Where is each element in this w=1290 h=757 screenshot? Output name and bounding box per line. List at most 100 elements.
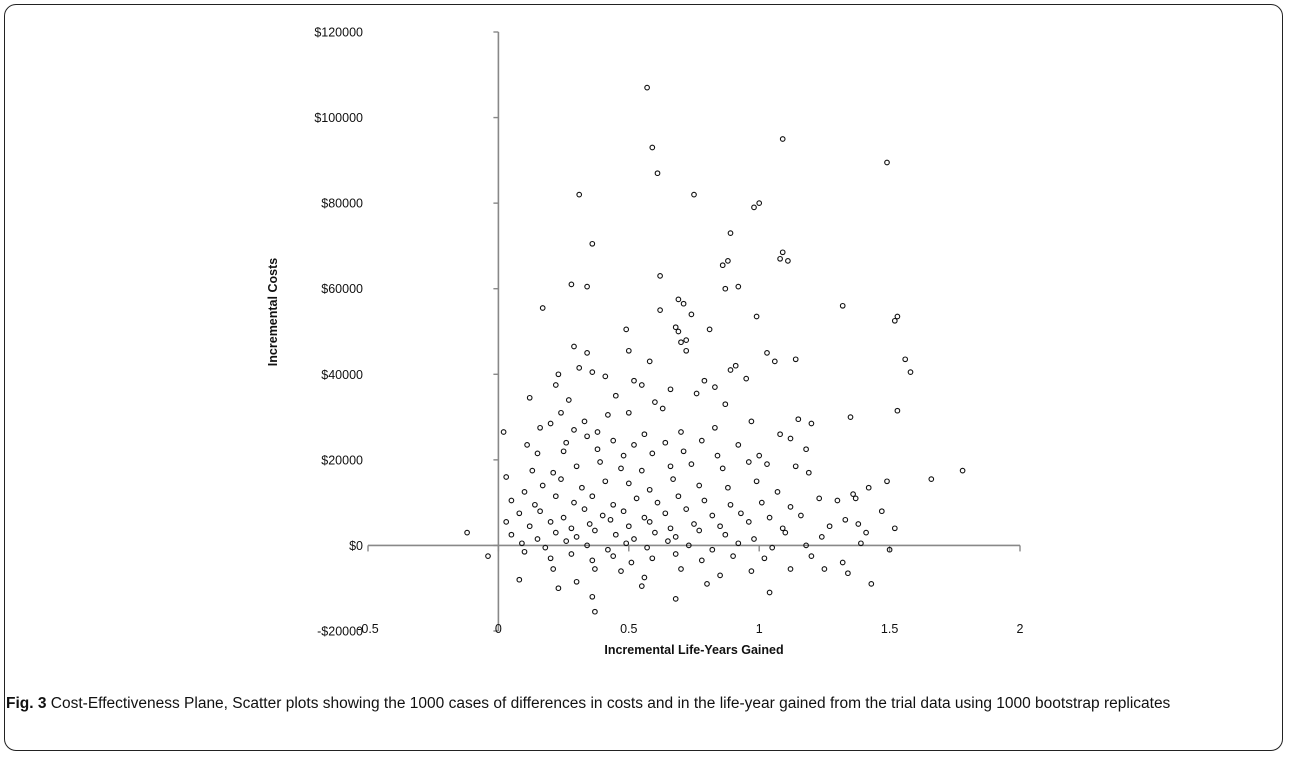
data-point	[719, 465, 726, 472]
data-point	[605, 546, 611, 553]
data-point	[568, 551, 575, 557]
data-point	[638, 467, 645, 474]
data-point	[516, 510, 523, 517]
data-point	[584, 542, 590, 549]
data-point	[805, 469, 812, 476]
data-point	[795, 416, 802, 423]
data-point	[631, 536, 637, 542]
data-point	[571, 343, 577, 350]
data-point	[579, 484, 585, 491]
data-point	[568, 525, 575, 532]
data-point	[779, 249, 786, 256]
y-tick-label: $120000	[314, 26, 363, 40]
data-point	[644, 84, 650, 91]
data-point	[727, 367, 734, 373]
data-point	[683, 337, 690, 343]
data-point	[539, 305, 546, 311]
data-point	[631, 442, 637, 448]
data-point	[672, 596, 679, 602]
data-point	[641, 514, 648, 521]
data-point	[586, 521, 593, 527]
x-tick-label: 2	[1017, 622, 1024, 636]
data-point	[675, 328, 682, 335]
scatter-points	[464, 84, 966, 615]
scatter-chart: -$20000 $0 $20000 $40000 $60000 $80000 $100000…	[266, 26, 1024, 658]
data-point	[907, 369, 914, 375]
data-point	[633, 495, 640, 502]
data-point	[542, 544, 549, 551]
data-point	[722, 401, 729, 408]
data-point	[571, 499, 577, 506]
data-point	[808, 553, 815, 559]
data-point	[678, 339, 684, 346]
data-point	[756, 452, 763, 459]
data-point	[683, 506, 690, 512]
data-point	[547, 420, 554, 427]
x-tick-label: 0	[495, 622, 502, 636]
data-point	[605, 412, 611, 418]
data-point	[521, 548, 528, 555]
data-point	[628, 559, 635, 566]
data-point	[555, 371, 562, 378]
data-point	[839, 559, 846, 566]
data-point	[816, 495, 823, 502]
data-point	[766, 514, 773, 521]
data-point	[751, 536, 757, 542]
data-point	[735, 540, 742, 547]
data-point	[714, 452, 721, 459]
data-point	[485, 553, 491, 559]
data-point	[745, 459, 752, 465]
data-point	[552, 493, 559, 500]
data-point	[625, 523, 632, 530]
data-point	[748, 418, 755, 425]
data-point	[792, 356, 799, 363]
data-point	[560, 448, 567, 455]
data-point	[576, 365, 583, 371]
data-point	[646, 486, 653, 493]
data-point	[850, 491, 856, 497]
data-point	[678, 566, 684, 572]
data-point	[568, 281, 575, 288]
data-point	[701, 377, 708, 384]
data-point	[774, 489, 781, 495]
data-point	[678, 429, 684, 435]
data-point	[878, 508, 885, 515]
data-point	[688, 461, 695, 467]
data-point	[696, 482, 703, 489]
data-point	[565, 397, 572, 403]
data-point	[563, 538, 570, 544]
data-point	[607, 516, 614, 523]
data-point	[508, 531, 515, 538]
data-point	[558, 409, 564, 416]
data-point	[592, 566, 598, 572]
data-point	[563, 439, 570, 446]
data-point	[524, 442, 530, 448]
data-point	[845, 570, 851, 577]
data-point	[743, 375, 750, 382]
data-point	[667, 463, 674, 470]
data-point	[620, 452, 627, 459]
data-point	[529, 467, 536, 474]
data-point	[675, 493, 682, 500]
data-point	[761, 555, 768, 562]
data-point	[712, 424, 718, 431]
data-point	[758, 499, 765, 506]
figure-caption-text: Cost-Effectiveness Plane, Scatter plots …	[50, 695, 1171, 712]
data-point	[798, 512, 804, 519]
data-point	[777, 431, 783, 438]
data-point	[589, 557, 596, 564]
data-point	[693, 390, 700, 397]
data-point	[751, 204, 757, 211]
data-point	[620, 508, 627, 515]
data-point	[722, 285, 729, 292]
data-point	[782, 529, 789, 536]
data-point	[738, 510, 744, 517]
data-point	[779, 525, 786, 532]
data-point	[638, 382, 645, 388]
x-tick-label: 0.5	[620, 622, 637, 636]
data-point	[610, 501, 617, 508]
data-point	[826, 523, 833, 530]
data-point	[735, 442, 742, 448]
data-point	[787, 435, 794, 442]
data-point	[534, 450, 541, 457]
